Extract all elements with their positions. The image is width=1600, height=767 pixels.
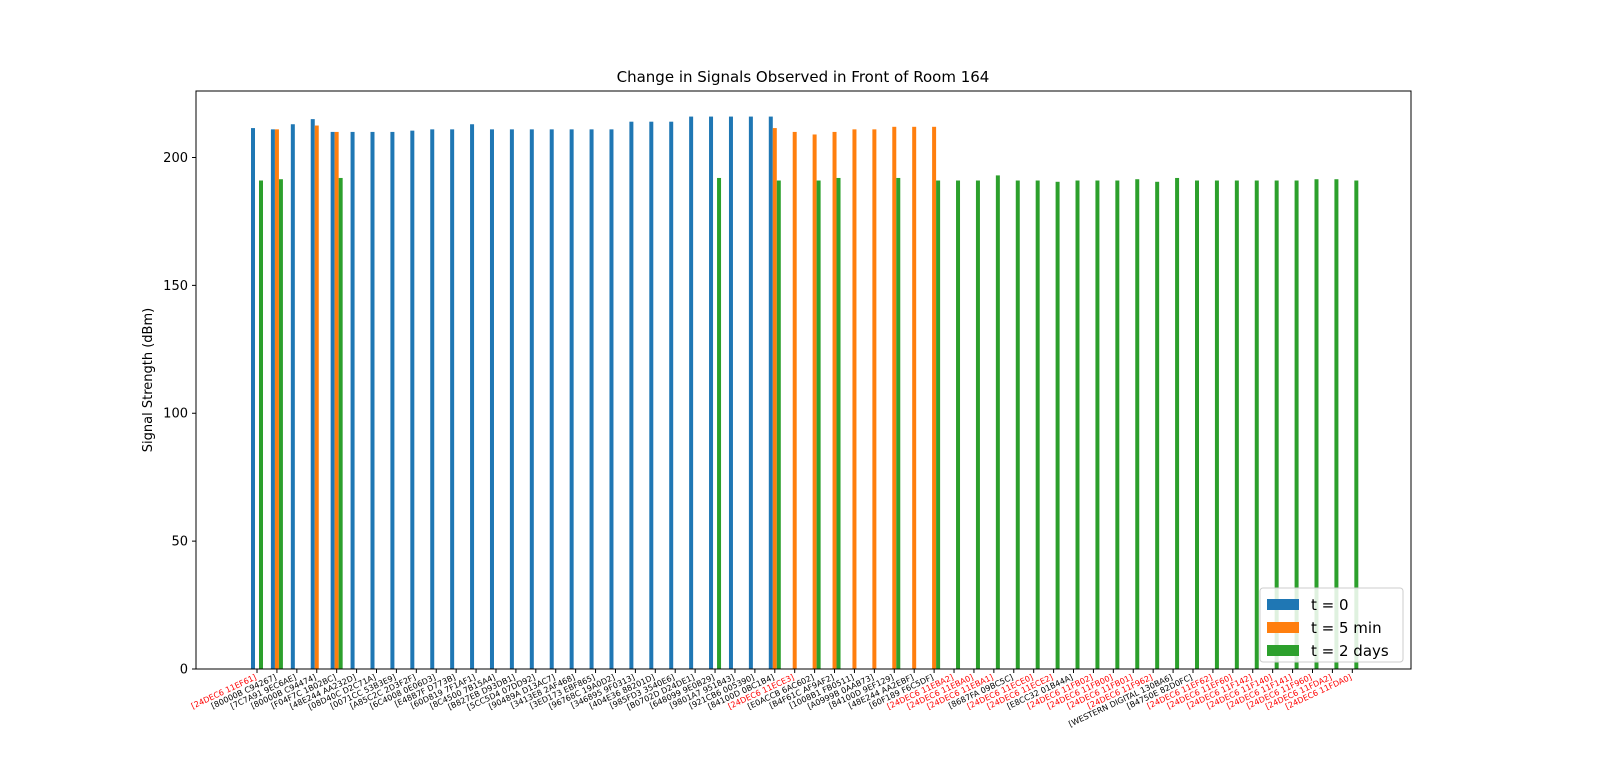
legend-swatch-2 <box>1267 645 1299 656</box>
bar-2-23 <box>717 177 722 669</box>
legend-label-2: t = 2 days <box>1311 642 1389 660</box>
ytick-label-4: 200 <box>163 151 188 166</box>
bar-2-42 <box>1095 180 1100 669</box>
ytick-label-2: 100 <box>163 407 188 422</box>
legend-swatch-0 <box>1267 599 1299 610</box>
bars-layer <box>251 116 1359 670</box>
legend-label-0: t = 0 <box>1311 596 1349 614</box>
bar-2-38 <box>1015 180 1020 669</box>
bar-2-47 <box>1195 180 1200 669</box>
bar-0-22 <box>689 116 694 669</box>
bar-2-26 <box>776 180 781 669</box>
bar-0-2 <box>290 124 295 669</box>
ytick-label-0: 0 <box>180 663 188 678</box>
bar-0-26 <box>768 116 773 669</box>
bar-2-32 <box>896 177 901 669</box>
bar-2-36 <box>975 180 980 669</box>
bar-2-29 <box>836 177 841 669</box>
bar-2-41 <box>1075 180 1080 669</box>
y-axis-label: Signal Strength (dBm) <box>141 308 156 452</box>
bar-1-29 <box>832 131 837 670</box>
bar-0-21 <box>669 121 674 669</box>
bar-1-31 <box>872 129 877 670</box>
bar-0-25 <box>748 116 753 669</box>
bar-0-15 <box>549 129 554 670</box>
bar-0-4 <box>330 131 335 670</box>
bar-2-50 <box>1254 180 1259 669</box>
bar-2-1 <box>278 179 283 670</box>
bar-0-20 <box>649 121 654 669</box>
bar-0-24 <box>728 116 733 669</box>
bar-1-3 <box>314 125 319 669</box>
bar-1-1 <box>274 129 279 670</box>
bar-2-51 <box>1274 180 1279 669</box>
bar-2-48 <box>1214 180 1219 669</box>
bar-0-17 <box>589 129 594 670</box>
y-axis-ticks: 0 50 100 150 200 <box>163 151 196 678</box>
bar-2-34 <box>936 180 941 669</box>
bar-0-19 <box>629 121 634 669</box>
bar-1-33 <box>912 126 917 669</box>
bar-0-11 <box>470 124 475 669</box>
bar-0-16 <box>569 129 574 670</box>
legend-label-1: t = 5 min <box>1311 619 1382 637</box>
bar-0-13 <box>509 129 514 670</box>
bar-2-54 <box>1334 179 1339 670</box>
bar-2-49 <box>1234 180 1239 669</box>
bar-2-28 <box>816 180 821 669</box>
bar-2-39 <box>1035 180 1040 669</box>
bar-2-53 <box>1314 179 1319 670</box>
bar-0-23 <box>709 116 714 669</box>
bar-2-52 <box>1294 180 1299 669</box>
bar-1-34 <box>932 126 937 669</box>
bar-2-40 <box>1055 181 1060 670</box>
bar-0-9 <box>430 129 435 670</box>
bar-0-12 <box>489 129 494 670</box>
bar-2-0 <box>259 180 263 669</box>
bar-0-10 <box>450 129 455 670</box>
plot-frame <box>195 90 1412 670</box>
bar-1-27 <box>792 131 797 670</box>
bar-2-4 <box>338 177 343 669</box>
bar-1-26 <box>772 128 777 669</box>
bar-0-6 <box>370 131 375 670</box>
bar-0-18 <box>609 129 614 670</box>
ytick-label-1: 50 <box>171 535 188 550</box>
bar-2-44 <box>1135 179 1140 670</box>
chart-title: Change in Signals Observed in Front of R… <box>617 68 990 86</box>
bar-1-30 <box>852 129 857 670</box>
bar-2-37 <box>995 175 1000 669</box>
ytick-label-3: 150 <box>163 279 188 294</box>
bar-2-46 <box>1175 177 1180 669</box>
bar-2-35 <box>956 180 961 669</box>
bar-1-32 <box>892 126 897 669</box>
bar-2-45 <box>1155 181 1160 670</box>
bar-0-0 <box>251 128 255 669</box>
legend-swatch-1 <box>1267 622 1299 633</box>
bar-0-8 <box>410 130 415 669</box>
legend: t = 0 t = 5 min t = 2 days <box>1259 587 1404 663</box>
bar-0-7 <box>390 131 395 670</box>
bar-0-5 <box>350 131 355 670</box>
bar-0-3 <box>310 119 315 669</box>
bar-1-4 <box>334 131 339 670</box>
x-axis-ticks: [24DEC6 11EF61][80000B C94267][7C7A91 9E… <box>190 669 1353 729</box>
bar-0-1 <box>270 129 275 670</box>
bar-2-43 <box>1115 180 1120 669</box>
bar-2-55 <box>1354 180 1359 669</box>
bar-1-28 <box>812 134 817 670</box>
bar-0-14 <box>529 129 534 670</box>
